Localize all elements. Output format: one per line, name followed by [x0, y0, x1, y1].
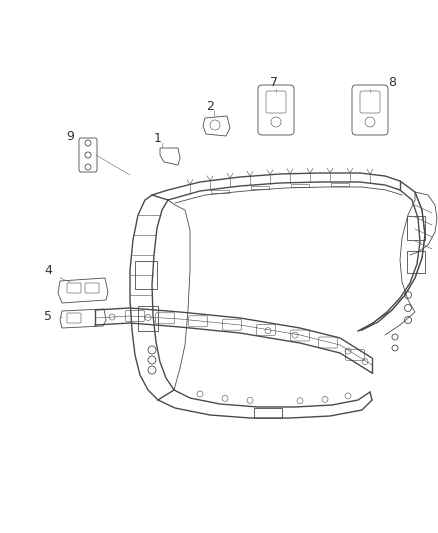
Bar [331, 183, 349, 186]
Text: 5: 5 [44, 310, 52, 322]
Bar [254, 408, 282, 418]
Bar [138, 305, 158, 330]
Text: 7: 7 [270, 76, 278, 88]
Bar [407, 251, 425, 273]
Bar [211, 190, 229, 192]
Bar [407, 216, 425, 240]
Text: 4: 4 [44, 264, 52, 278]
Text: 9: 9 [66, 131, 74, 143]
Bar [251, 185, 269, 189]
Text: 1: 1 [154, 132, 162, 144]
Text: 8: 8 [388, 76, 396, 88]
Text: 2: 2 [206, 100, 214, 112]
Bar [291, 183, 309, 187]
Bar [135, 261, 157, 289]
